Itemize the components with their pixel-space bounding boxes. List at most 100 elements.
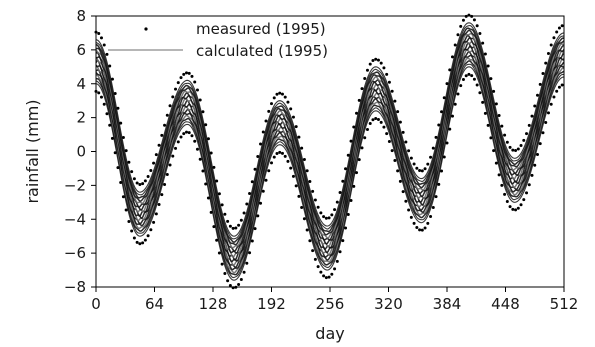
measured-point xyxy=(223,212,227,216)
measured-point xyxy=(324,276,328,280)
measured-point xyxy=(442,96,446,100)
measured-point xyxy=(387,80,391,84)
measured-point xyxy=(313,198,317,202)
measured-point xyxy=(393,158,397,162)
measured-point xyxy=(234,226,238,230)
measured-point xyxy=(546,52,550,56)
measured-point xyxy=(248,251,252,255)
measured-point xyxy=(283,154,287,158)
measured-point xyxy=(283,95,287,99)
measured-point xyxy=(497,114,501,118)
measured-point xyxy=(415,166,419,170)
measured-point xyxy=(215,238,219,242)
measured-point xyxy=(503,192,507,196)
measured-point xyxy=(272,155,276,159)
measured-point xyxy=(409,156,413,160)
measured-point xyxy=(494,161,498,165)
measured-point xyxy=(560,83,564,87)
measured-point xyxy=(272,96,276,100)
measured-point xyxy=(179,135,183,139)
measured-point xyxy=(204,123,208,127)
measured-point xyxy=(280,92,284,96)
measured-point xyxy=(300,205,304,209)
measured-point xyxy=(121,135,125,139)
measured-point xyxy=(538,82,542,86)
measured-point xyxy=(478,91,482,95)
measured-point xyxy=(385,72,389,76)
measured-point xyxy=(259,142,263,146)
measured-point xyxy=(305,228,309,232)
y-tick-label: 0 xyxy=(76,143,86,161)
measured-point xyxy=(116,166,120,170)
measured-point xyxy=(371,118,375,122)
measured-point xyxy=(519,203,523,207)
measured-point xyxy=(544,61,548,65)
measured-point xyxy=(538,142,542,146)
measured-point xyxy=(349,139,353,143)
measured-point xyxy=(165,113,169,117)
measured-point xyxy=(127,160,131,164)
measured-point xyxy=(431,146,435,150)
measured-point xyxy=(174,87,178,91)
measured-point xyxy=(187,71,191,75)
measured-point xyxy=(143,179,147,183)
measured-point xyxy=(508,205,512,209)
measured-point xyxy=(549,102,553,106)
measured-point xyxy=(492,89,496,93)
y-axis-label: rainfall (mm) xyxy=(23,99,42,203)
measured-point xyxy=(420,169,424,173)
measured-point xyxy=(264,119,268,123)
measured-point xyxy=(163,183,167,187)
measured-point xyxy=(168,163,172,167)
measured-point xyxy=(110,136,114,140)
measured-point xyxy=(535,153,539,157)
measured-point xyxy=(135,240,139,244)
measured-point xyxy=(407,149,411,153)
measured-point xyxy=(450,55,454,59)
measured-point xyxy=(374,57,378,61)
measured-point xyxy=(429,214,433,218)
measured-point xyxy=(440,110,444,114)
measured-point xyxy=(341,239,345,243)
measured-point xyxy=(305,169,309,173)
measured-point xyxy=(344,167,348,171)
measured-point xyxy=(302,158,306,162)
measured-point xyxy=(478,32,482,36)
measured-point xyxy=(533,163,537,167)
measured-point xyxy=(442,155,446,159)
measured-point xyxy=(527,123,531,127)
measured-point xyxy=(316,205,320,209)
measured-point xyxy=(223,272,227,276)
measured-point xyxy=(500,183,504,187)
measured-point xyxy=(552,95,556,99)
measured-point xyxy=(555,30,559,34)
measured-point xyxy=(415,226,419,230)
measured-point xyxy=(264,178,268,182)
measured-point xyxy=(105,52,109,56)
measured-point xyxy=(187,131,191,135)
measured-point xyxy=(190,134,194,138)
measured-point xyxy=(440,169,444,173)
measured-point xyxy=(294,184,298,188)
measured-point xyxy=(259,201,263,205)
measured-point xyxy=(423,167,427,171)
measured-point xyxy=(99,95,103,99)
measured-point xyxy=(261,130,265,134)
x-axis-label: day xyxy=(315,324,344,343)
measured-point xyxy=(412,162,416,166)
measured-point xyxy=(141,182,145,186)
measured-point xyxy=(472,77,476,81)
measured-point xyxy=(226,219,230,223)
measured-point xyxy=(215,179,219,183)
measured-point xyxy=(355,111,359,115)
x-tick-label: 192 xyxy=(257,295,286,313)
measured-point xyxy=(525,132,529,136)
measured-point xyxy=(135,181,139,185)
measured-point xyxy=(382,66,386,70)
measured-point xyxy=(511,148,515,152)
measured-point xyxy=(346,153,350,157)
measured-point xyxy=(275,152,279,156)
measured-point xyxy=(270,102,273,106)
measured-point xyxy=(250,180,254,184)
measured-point xyxy=(555,89,559,93)
